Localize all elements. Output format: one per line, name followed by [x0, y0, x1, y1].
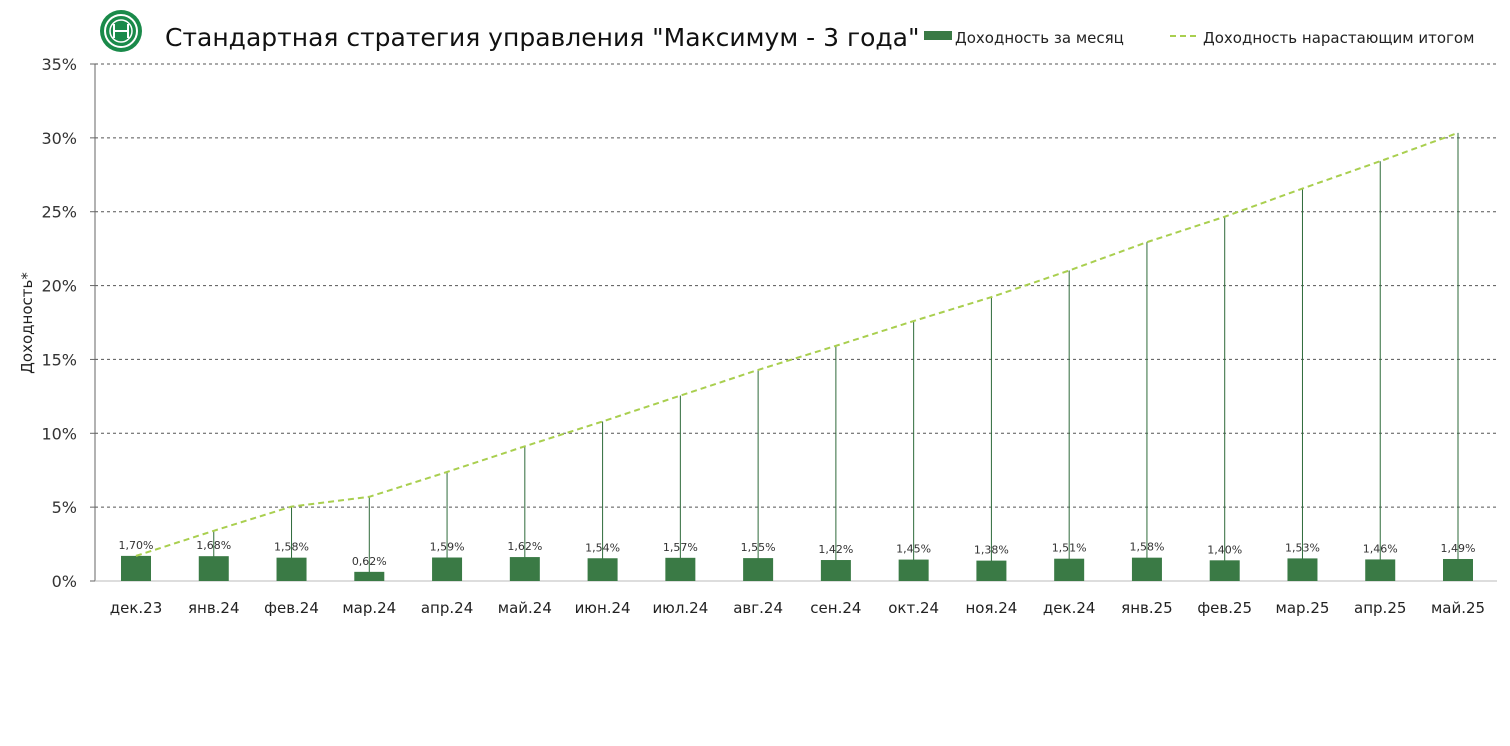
- x-tick-label: апр.24: [421, 599, 473, 617]
- x-tick-label: мар.24: [342, 599, 396, 617]
- logo-icon: [100, 10, 142, 52]
- x-tick-label: апр.25: [1354, 599, 1406, 617]
- x-tick-label: янв.25: [1121, 599, 1173, 617]
- y-tick-label: 30%: [41, 129, 77, 148]
- x-tick-label: дек.24: [1043, 599, 1096, 617]
- bar: [587, 558, 618, 581]
- cumulative-line: [135, 131, 1459, 557]
- x-tick-label: янв.24: [188, 599, 240, 617]
- legend-bar-swatch: [924, 31, 952, 40]
- bar-data-label: 1,55%: [741, 541, 776, 554]
- grid: [95, 63, 1497, 508]
- y-axis-label: Доходность*: [18, 272, 36, 374]
- bar-data-label: 0,62%: [352, 555, 387, 568]
- x-tick-label: июл.24: [652, 599, 708, 617]
- x-tick-label: май.24: [498, 599, 552, 617]
- chart-title: Стандартная стратегия управления "Максим…: [165, 23, 919, 52]
- x-tick-label: мар.25: [1276, 599, 1330, 617]
- bar-data-label: 1,53%: [1285, 541, 1320, 554]
- x-tick-label: фев.24: [264, 599, 319, 617]
- bar: [121, 555, 151, 581]
- bar: [1365, 559, 1396, 581]
- bar: [198, 556, 229, 581]
- bar: [354, 571, 385, 581]
- bar-data-label: 1,58%: [274, 541, 309, 554]
- data-labels: 1,70% 1,68% 1,58% 0,62% 1,59% 1,62% 1,54% 1,57%…: [119, 539, 1476, 568]
- bar: [432, 557, 463, 581]
- bar-data-label: 1,51%: [1052, 542, 1087, 555]
- bar: [1209, 560, 1240, 581]
- y-tick-label: 25%: [41, 203, 77, 222]
- bar: [509, 557, 540, 581]
- bar: [1443, 558, 1473, 581]
- bar-data-label: 1,45%: [896, 543, 931, 556]
- cumulative-series-line: [135, 131, 1459, 557]
- bar-data-label: 1,54%: [585, 541, 620, 554]
- bar-data-label: 1,68%: [196, 539, 231, 552]
- y-tick-label: 5%: [52, 498, 77, 517]
- bar-data-label: 1,58%: [1129, 541, 1164, 554]
- x-tick-label: окт.24: [888, 599, 939, 617]
- y-axis-ticks: 0% 5% 10% 15% 20% 25% 30% 35%: [41, 55, 95, 591]
- bar: [898, 559, 929, 581]
- y-tick-label: 35%: [41, 55, 77, 74]
- y-tick-label: 15%: [41, 350, 77, 369]
- bar-data-label: 1,57%: [663, 541, 698, 554]
- x-tick-label: ноя.24: [965, 599, 1017, 617]
- bar-data-label: 1,46%: [1363, 542, 1398, 555]
- x-tick-label: дек.23: [110, 599, 163, 617]
- legend-bar-label: Доходность за месяц: [955, 29, 1124, 47]
- bar-data-label: 1,70%: [119, 539, 154, 552]
- bar-data-label: 1,62%: [507, 540, 542, 553]
- x-tick-label: май.25: [1431, 599, 1485, 617]
- y-tick-label: 10%: [41, 424, 77, 443]
- bar-data-label: 1,40%: [1207, 543, 1242, 556]
- bar: [1131, 557, 1162, 581]
- bar-data-label: 1,49%: [1441, 542, 1476, 555]
- x-tick-label: фев.25: [1197, 599, 1252, 617]
- bar: [976, 560, 1007, 581]
- bar: [1054, 558, 1085, 581]
- x-axis-ticks: дек.23 янв.24 фев.24 мар.24 апр.24 май.24 июн.…: [110, 599, 1485, 617]
- x-tick-label: июн.24: [575, 599, 631, 617]
- bar: [276, 557, 307, 581]
- bar-data-label: 1,38%: [974, 544, 1009, 557]
- legend: Доходность за месяц Доходность нарастающ…: [924, 29, 1474, 47]
- bar-data-label: 1,59%: [430, 541, 465, 554]
- x-tick-label: авг.24: [733, 599, 783, 617]
- bar: [743, 558, 774, 581]
- bar: [1287, 558, 1318, 581]
- bars: [121, 132, 1473, 581]
- bar-data-label: 1,42%: [818, 543, 853, 556]
- legend-line-label: Доходность нарастающим итогом: [1203, 29, 1474, 47]
- bar: [665, 557, 696, 581]
- y-tick-label: 20%: [41, 277, 77, 296]
- y-tick-label: 0%: [52, 572, 77, 591]
- x-tick-label: сен.24: [810, 599, 861, 617]
- bar: [820, 560, 851, 581]
